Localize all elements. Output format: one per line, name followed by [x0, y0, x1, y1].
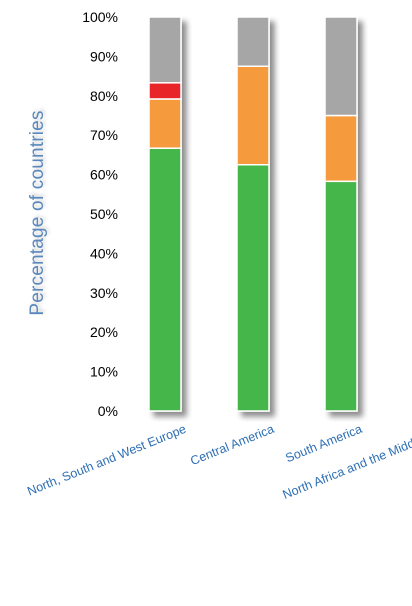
bar-segment [324, 114, 358, 183]
y-tick-label: 40% [90, 245, 118, 261]
x-tick-label: South America [284, 422, 365, 465]
x-tick-label: North, South and West Europe [25, 422, 188, 499]
y-tick-label: 30% [90, 285, 118, 301]
y-tick-label: 100% [82, 9, 118, 25]
y-tick-label: 20% [90, 324, 118, 340]
x-tick-label: Central America [188, 422, 276, 468]
bar-segment [236, 16, 270, 67]
bar-segment [236, 65, 270, 166]
y-tick-label: 60% [90, 167, 118, 183]
y-tick-label: 10% [90, 364, 118, 380]
bar-group [324, 16, 358, 412]
y-tick-label: 70% [90, 127, 118, 143]
y-tick-labels: 0% 10% 20% 30% 40% 50% 60% 70% 80% 90% 100% [82, 9, 118, 419]
bar-segment [324, 16, 358, 117]
bar-segment [236, 164, 270, 412]
bar-group [148, 16, 182, 412]
y-tick-label: 80% [90, 88, 118, 104]
bar-segment [148, 16, 182, 84]
x-tick-labels: North, South and West Europe Central Amer… [25, 422, 412, 502]
bar-segment [148, 82, 182, 100]
y-tick-label: 90% [90, 48, 118, 64]
bar-segment [148, 147, 182, 412]
y-tick-label: 50% [90, 206, 118, 222]
bar-segment [324, 180, 358, 412]
bar-segment [148, 98, 182, 149]
bars [148, 16, 358, 412]
bar-group [236, 16, 270, 412]
y-tick-label: 0% [98, 403, 118, 419]
